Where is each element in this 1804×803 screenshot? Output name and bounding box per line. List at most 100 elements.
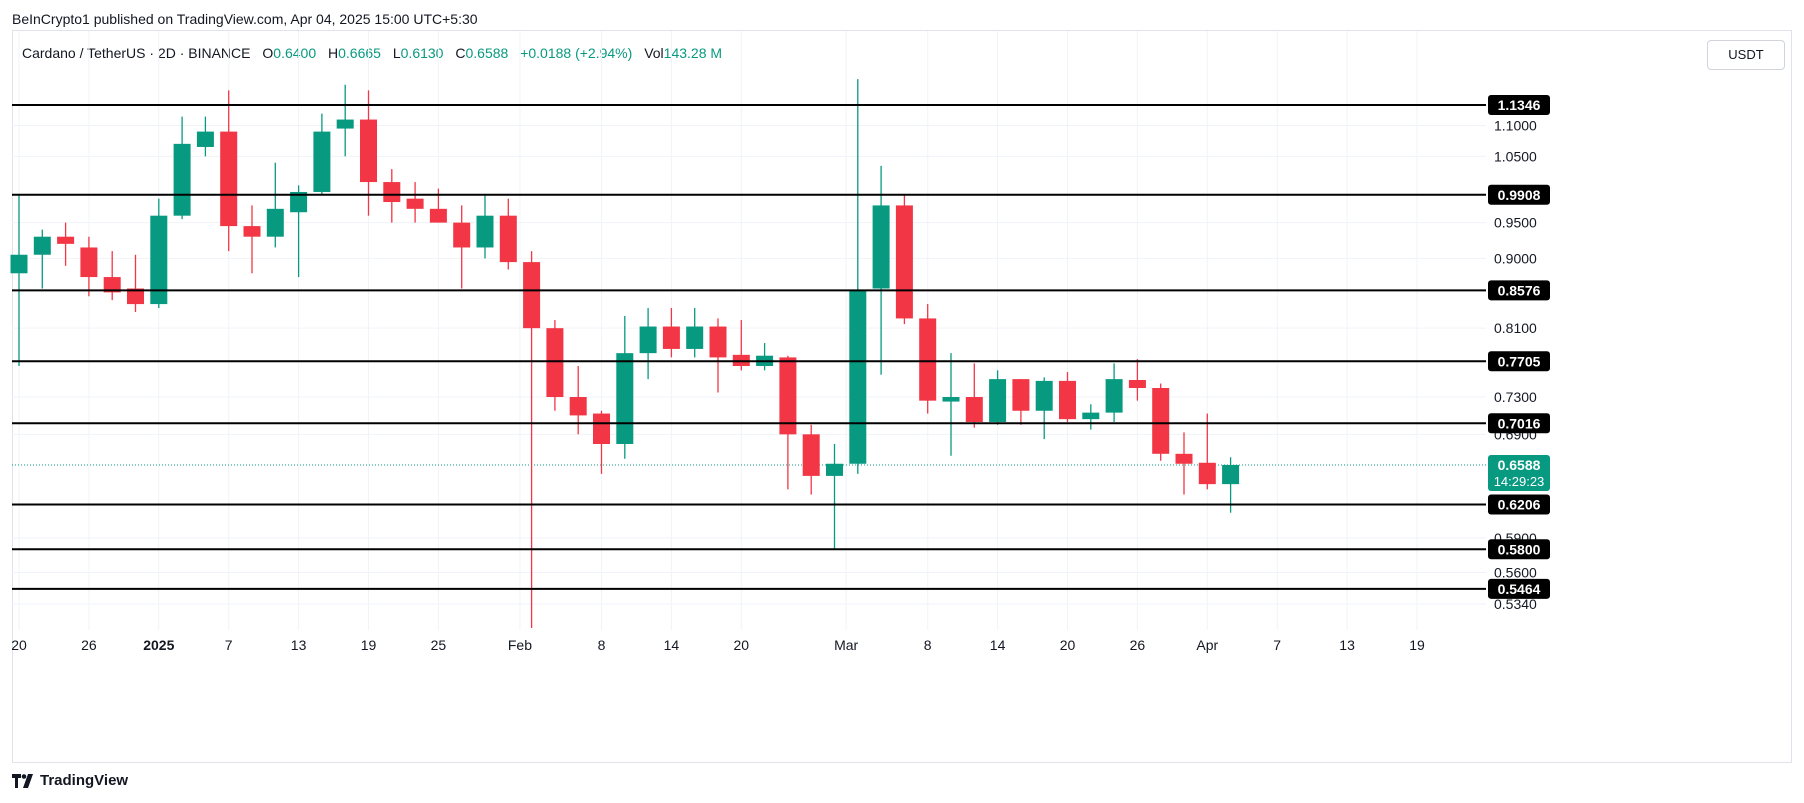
- close-value: 0.6588: [465, 45, 509, 61]
- candle-body: [360, 119, 377, 183]
- candle-body: [686, 326, 704, 349]
- candle-body: [127, 288, 144, 305]
- level-label: 0.6206: [1498, 497, 1541, 513]
- candle-body: [1198, 462, 1216, 485]
- x-tick-label: 20: [11, 637, 27, 653]
- y-tick-label: 0.5340: [1494, 596, 1537, 612]
- change-value: +0.0188 (+2.94%): [520, 45, 633, 61]
- candle-body: [290, 191, 308, 213]
- level-label: 1.1346: [1498, 97, 1541, 113]
- candle-body: [150, 215, 168, 305]
- candle-body: [429, 208, 447, 223]
- level-label: 0.9908: [1498, 187, 1541, 203]
- candle-body: [1222, 464, 1240, 485]
- x-tick-label: 8: [924, 637, 932, 653]
- last-price-tag: [1488, 454, 1550, 491]
- candle-body: [383, 182, 401, 203]
- candle-body: [313, 131, 331, 192]
- level-label-box: [1488, 494, 1550, 515]
- x-tick-label: 25: [431, 637, 447, 653]
- low-label: L: [392, 45, 401, 61]
- low-value: 0.6130: [400, 45, 444, 61]
- x-tick-label: 8: [598, 637, 606, 653]
- volume-value: 143.28 M: [663, 45, 723, 61]
- candle-body: [965, 397, 983, 422]
- candle-body: [453, 222, 471, 248]
- x-tick-label: 7: [225, 637, 233, 653]
- x-tick-label: 26: [1130, 637, 1146, 653]
- candle-body: [1059, 380, 1076, 420]
- candle-body: [1012, 379, 1030, 411]
- candle-body: [546, 328, 564, 398]
- candle-body: [80, 247, 98, 278]
- candle-body: [1082, 412, 1100, 420]
- candle-body: [1175, 453, 1193, 464]
- candle-body: [989, 379, 1007, 422]
- candle-body: [942, 397, 960, 402]
- level-label-box: [1488, 578, 1550, 599]
- x-tick-label: 7: [1273, 637, 1281, 653]
- candle-body: [826, 463, 843, 476]
- candle-body: [57, 236, 75, 244]
- candle-body: [569, 397, 587, 416]
- y-tick-label: 1.0500: [1494, 148, 1537, 164]
- level-label: 0.5800: [1498, 541, 1541, 557]
- level-label-box: [1488, 539, 1550, 560]
- chart-frame: [12, 30, 1792, 763]
- level-label: 0.8576: [1498, 282, 1541, 298]
- x-tick-label: 14: [990, 637, 1006, 653]
- candle-body: [1105, 379, 1123, 413]
- candle-body: [173, 143, 191, 216]
- candle-body: [593, 413, 610, 444]
- publisher-line: BeInCrypto1 published on TradingView.com…: [12, 11, 478, 27]
- level-label: 0.7016: [1498, 415, 1541, 431]
- candle-body: [336, 119, 354, 129]
- candle-body: [10, 254, 28, 274]
- tradingview-logo-text: TradingView: [40, 772, 129, 789]
- x-tick-label: Feb: [508, 637, 532, 653]
- candle-body: [872, 205, 890, 289]
- y-tick-label: 0.9000: [1494, 250, 1537, 266]
- x-tick-label: 13: [291, 637, 307, 653]
- high-label: H: [328, 45, 339, 61]
- candle-body: [616, 353, 634, 444]
- level-label: 0.7705: [1498, 353, 1541, 369]
- candle-body: [1035, 380, 1053, 411]
- level-label: 0.5464: [1498, 581, 1541, 597]
- x-tick-label: 13: [1339, 637, 1355, 653]
- candle-body: [895, 205, 913, 319]
- y-tick-label: 0.8100: [1494, 320, 1537, 336]
- candle-body: [1128, 380, 1146, 389]
- level-label-box: [1488, 413, 1550, 434]
- x-tick-label: Apr: [1196, 637, 1218, 653]
- candle-body: [499, 215, 517, 263]
- candle-body: [243, 226, 261, 237]
- x-tick-label: 19: [361, 637, 377, 653]
- candle-body: [476, 215, 494, 248]
- level-label-box: [1488, 280, 1550, 301]
- currency-button[interactable]: USDT: [1707, 40, 1785, 70]
- high-value: 0.6665: [338, 45, 381, 61]
- candle-body: [709, 326, 727, 358]
- y-tick-label: 0.9500: [1494, 215, 1537, 231]
- volume-label: Vol: [644, 45, 664, 61]
- x-tick-label: 19: [1409, 637, 1425, 653]
- level-label-box: [1488, 95, 1550, 116]
- close-label: C: [455, 45, 466, 61]
- x-tick-label: 20: [1060, 637, 1076, 653]
- countdown-label: 14:29:23: [1494, 474, 1545, 489]
- y-tick-label: 0.7300: [1494, 389, 1537, 405]
- y-tick-label: 1.1000: [1494, 118, 1537, 134]
- tradingview-logo[interactable]: TradingView: [12, 772, 128, 789]
- candle-body: [639, 326, 657, 354]
- candle-body: [779, 357, 797, 435]
- symbol-label[interactable]: Cardano / TetherUS · 2D · BINANCE: [22, 45, 251, 61]
- x-tick-label: 14: [664, 637, 680, 653]
- candle-body: [1152, 388, 1170, 454]
- tradingview-logo-icon: [12, 773, 33, 788]
- candle-body: [849, 290, 867, 464]
- x-tick-label: 20: [734, 637, 750, 653]
- candle-body: [406, 198, 424, 209]
- ohlc-header: Cardano / TetherUS · 2D · BINANCE O0.640…: [22, 45, 722, 61]
